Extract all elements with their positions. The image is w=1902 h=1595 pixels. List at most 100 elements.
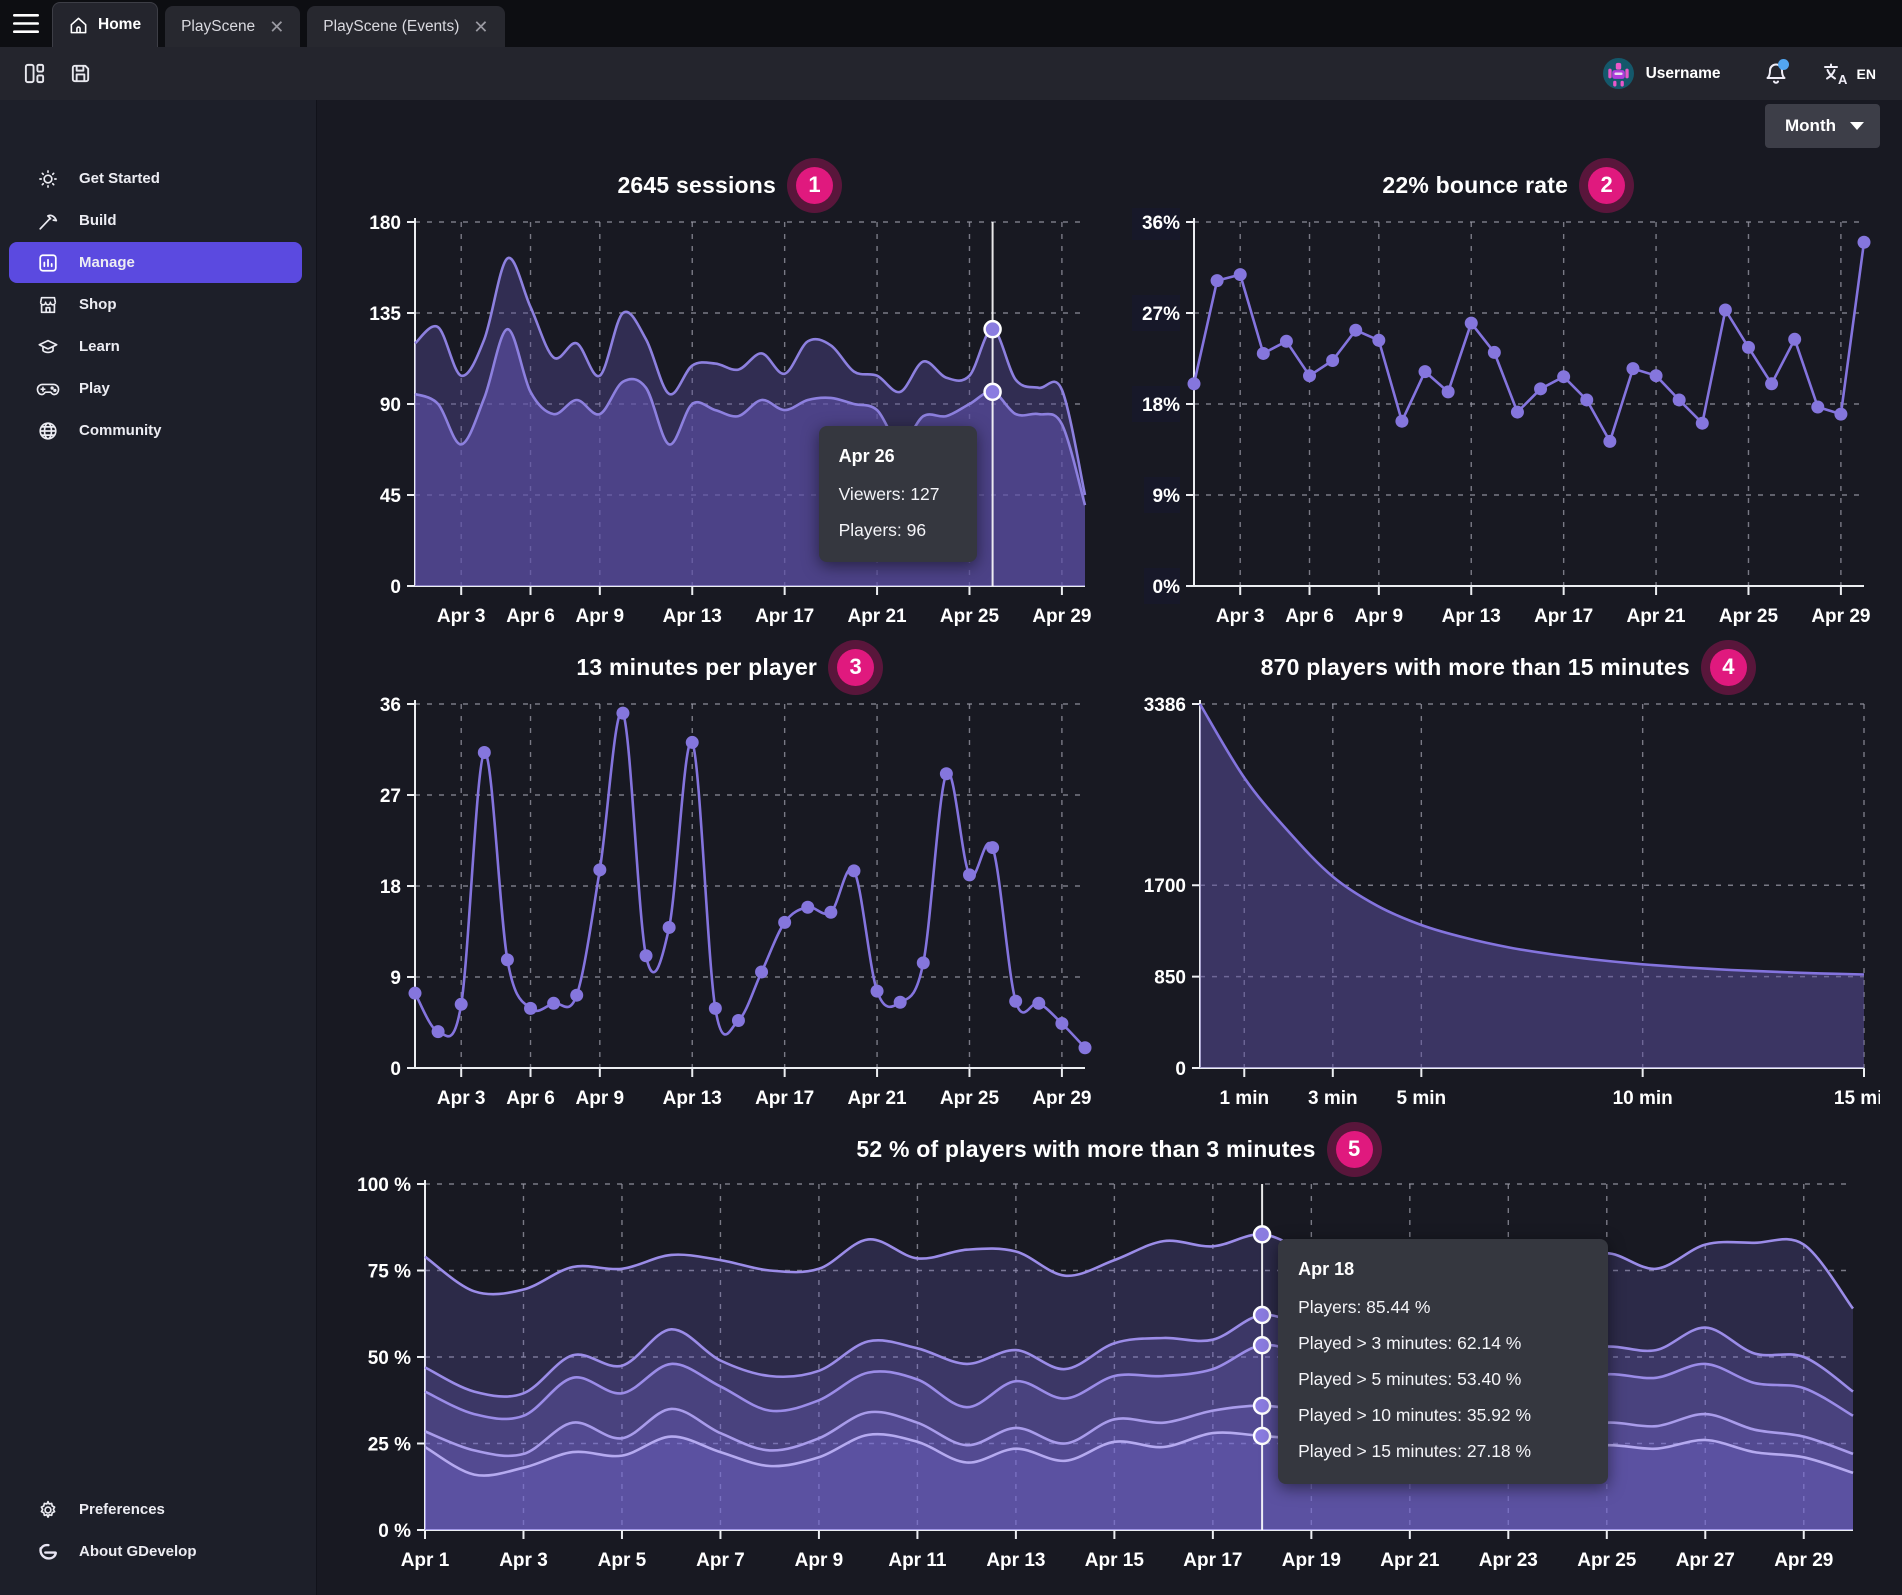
data-point[interactable] [1533,382,1547,396]
data-point[interactable] [408,986,422,1000]
chart-title: 13 minutes per player [576,653,818,680]
data-point[interactable] [847,864,861,878]
data-point[interactable] [1718,303,1732,317]
data-point[interactable] [1009,994,1023,1008]
sidebar-item-learn[interactable]: Learn [9,326,302,367]
sidebar-item-play[interactable]: Play [9,368,302,409]
data-point[interactable] [1672,393,1686,407]
x-tick-label: Apr 25 [940,606,1000,627]
data-point[interactable] [477,746,491,760]
sidebar-item-about-gdevelop[interactable]: About GDevelop [9,1531,302,1572]
sidebar-item-preferences[interactable]: Preferences [9,1489,302,1530]
user-account-button[interactable]: Username [1602,58,1721,89]
data-point[interactable] [639,949,653,963]
data-point[interactable] [685,735,699,749]
data-point[interactable] [1371,333,1385,347]
tab-playscene[interactable]: PlayScene ✕ [165,6,301,47]
data-point[interactable] [962,868,976,882]
data-point[interactable] [431,1025,445,1039]
data-point[interactable] [778,915,792,929]
sidebar-item-manage[interactable]: Manage [9,242,302,283]
data-point[interactable] [1187,377,1200,391]
data-point[interactable] [500,953,514,967]
hamburger-menu-button[interactable] [0,0,52,47]
x-tick-label: Apr 17 [1534,606,1593,627]
data-point[interactable] [986,841,1000,855]
sidebar-item-get-started[interactable]: Get Started [9,158,302,199]
notification-dot [1777,58,1789,70]
data-point[interactable] [1602,434,1616,448]
chart-canvas-play-duration-share[interactable]: Apr 1 Apr 3 Apr 5 Apr 7 Apr 9 Apr 11 Apr 13 Apr… [349,1172,1869,1584]
gear-icon [36,1499,60,1521]
data-point[interactable] [801,900,815,914]
data-point[interactable] [1833,407,1847,421]
y-tick-chip [1131,208,1180,240]
close-icon[interactable]: ✕ [473,16,489,37]
x-tick-label: Apr 13 [1441,606,1500,627]
data-point[interactable] [731,1013,745,1027]
data-point[interactable] [708,1001,722,1015]
data-point[interactable] [570,988,584,1002]
data-point[interactable] [616,706,630,720]
data-point[interactable] [1394,414,1408,428]
data-point[interactable] [1625,362,1639,376]
data-point[interactable] [1441,385,1455,399]
data-point[interactable] [1256,346,1270,360]
data-point[interactable] [1279,334,1293,348]
data-point[interactable] [1787,332,1801,346]
hover-marker [1252,1396,1272,1415]
sidebar-item-shop[interactable]: Shop [9,284,302,325]
chart-tooltip: Apr 18 Players: 85.44 % Played > 3 minutes… [1278,1239,1609,1484]
data-point[interactable] [1695,416,1709,430]
data-point[interactable] [1649,369,1663,383]
sidebar-item-community[interactable]: Community [9,410,302,451]
sidebar-item-build[interactable]: Build [9,200,302,241]
data-point[interactable] [593,863,607,877]
chart-title: 52 % of players with more than 3 minutes [856,1135,1316,1162]
data-point[interactable] [1055,1017,1069,1031]
data-point[interactable] [893,995,907,1009]
data-point[interactable] [1032,996,1046,1010]
tab-playscene-events[interactable]: PlayScene (Events) ✕ [307,6,505,47]
chart-canvas-bounce-rate[interactable]: Apr 3 Apr 6 Apr 9 Apr 13 Apr 17 Apr 21 Apr 25 A… [1128,208,1880,638]
data-point[interactable] [1233,268,1247,282]
language-selector[interactable]: A EN [1823,62,1876,86]
y-tick-label: 135 [369,304,401,325]
panels-layout-button[interactable] [16,56,52,92]
data-point[interactable] [1510,405,1524,419]
data-point[interactable] [1764,377,1778,391]
data-point[interactable] [1556,370,1570,384]
data-point[interactable] [1810,400,1824,414]
data-point[interactable] [547,996,561,1010]
gdevelop-logo-icon [36,1541,60,1563]
hover-marker [983,319,1002,339]
chart-canvas-retention[interactable]: 1 min 3 min 5 min 10 min 15 min 3386 1700 850 0 [1128,690,1880,1120]
data-point[interactable] [1487,345,1501,359]
save-button[interactable] [62,56,98,92]
tooltip-title: Apr 26 [838,445,895,466]
data-point[interactable] [1210,274,1224,288]
chart-canvas-sessions[interactable]: Apr 3 Apr 6 Apr 9 Apr 13 Apr 17 Apr 21 Apr 25 A… [349,208,1101,638]
data-point[interactable] [1302,369,1316,383]
tab-home[interactable]: Home [52,2,159,47]
data-point[interactable] [939,767,953,781]
data-point[interactable] [1741,340,1755,354]
data-point[interactable] [524,1001,538,1015]
data-point[interactable] [1464,316,1478,330]
data-point[interactable] [1579,393,1593,407]
data-point[interactable] [1325,354,1339,368]
data-point[interactable] [454,997,468,1011]
chart-canvas-minutes-per-player[interactable]: Apr 3 Apr 6 Apr 9 Apr 13 Apr 17 Apr 21 Apr 25 A… [349,690,1101,1120]
data-point[interactable] [1857,235,1870,249]
data-point[interactable] [824,905,838,919]
data-point[interactable] [1418,365,1432,379]
close-icon[interactable]: ✕ [269,16,285,37]
data-point[interactable] [662,920,676,934]
data-point[interactable] [916,956,930,970]
data-point[interactable] [1348,323,1362,337]
data-point[interactable] [1078,1041,1092,1055]
notifications-button[interactable] [1757,55,1795,93]
data-point[interactable] [755,965,769,979]
period-select[interactable]: Month [1765,104,1880,148]
data-point[interactable] [870,984,884,998]
